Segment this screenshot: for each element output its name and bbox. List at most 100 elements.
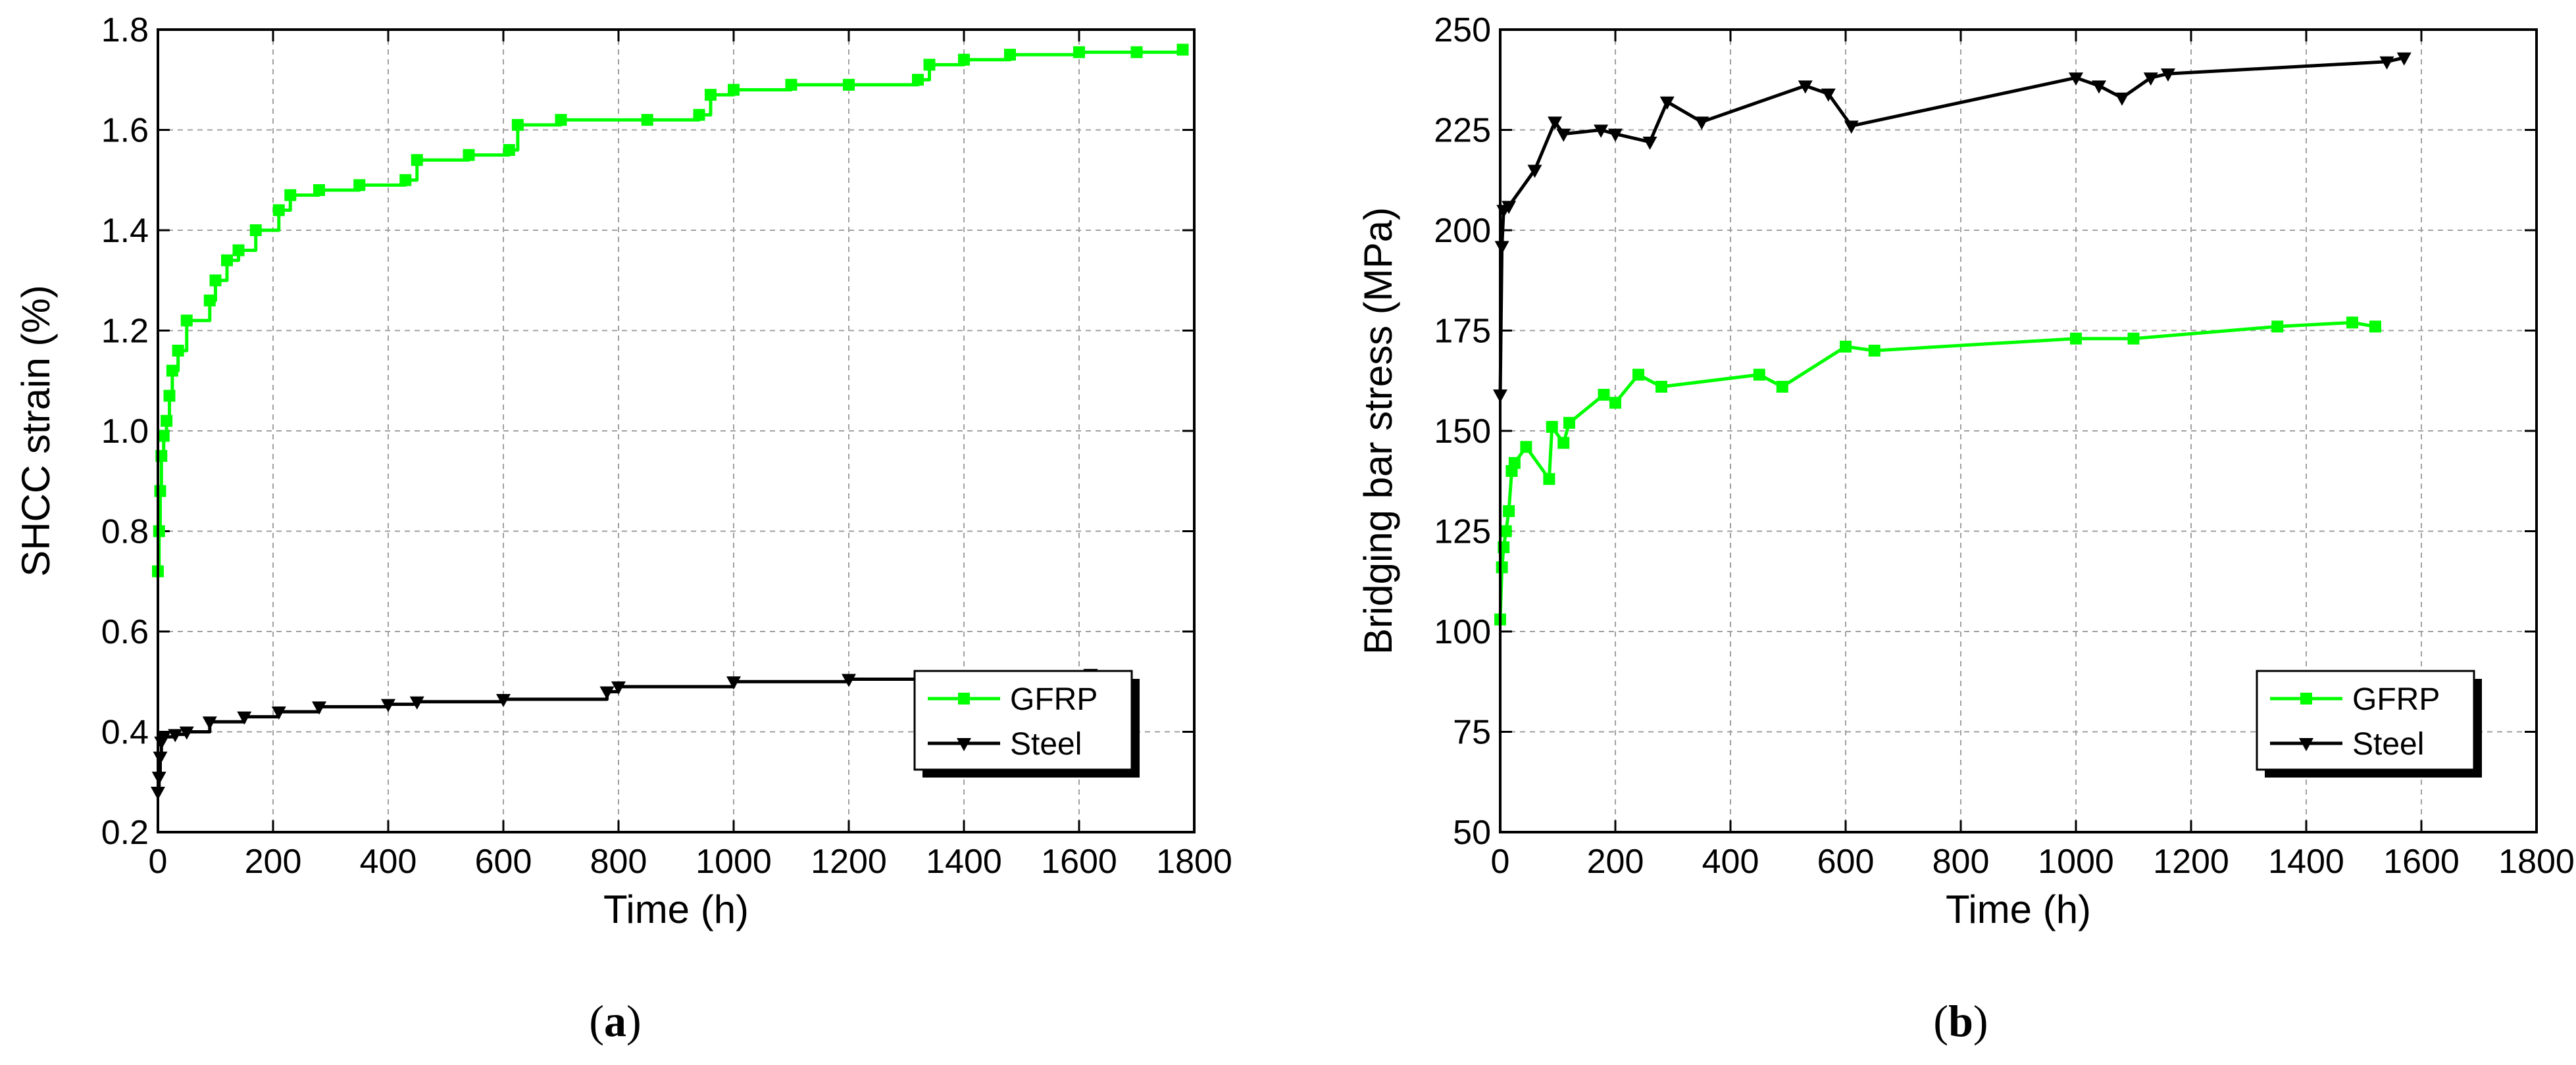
x-tick-label-3: 600 <box>475 843 532 881</box>
x-tick-label-0: 0 <box>1491 843 1510 881</box>
data-point-gfrp-12 <box>1598 389 1610 401</box>
y-tick-label-6: 200 <box>1434 212 1491 250</box>
y-tick-label-3: 0.8 <box>101 513 149 551</box>
y-tick-label-1: 0.4 <box>101 714 149 752</box>
x-tick-label-3: 600 <box>1817 843 1875 881</box>
data-point-gfrp-16 <box>284 189 297 201</box>
x-tick-label-5: 1000 <box>695 843 772 881</box>
data-point-gfrp-4 <box>157 430 170 442</box>
data-point-steel-16 <box>2092 80 2106 94</box>
y-tick-label-7: 225 <box>1434 112 1491 150</box>
x-tick-label-8: 1600 <box>2383 843 2460 881</box>
y-tick-label-0: 0.2 <box>101 814 149 852</box>
caption-b-open: ( <box>1933 996 1948 1046</box>
panel-a-chart: 0 200 400 600 800 1000 1200 1400 1600 1800 0.2 0.4 0… <box>14 11 1232 931</box>
data-point-gfrp-2 <box>154 485 166 497</box>
x-tick-label-5: 1000 <box>2038 843 2114 881</box>
y-tick-label-8: 250 <box>1434 11 1491 49</box>
y-tick-label-5: 1.2 <box>101 312 149 351</box>
data-point-steel-8 <box>1608 128 1623 142</box>
data-point-gfrp-28 <box>728 84 740 96</box>
x-axis-title: Time (h) <box>603 887 749 931</box>
data-point-gfrp-19 <box>1868 345 1881 357</box>
data-point-steel-21 <box>2396 52 2412 66</box>
y-tick-label-8: 1.8 <box>101 11 149 49</box>
data-point-gfrp-20 <box>411 154 423 166</box>
data-point-steel-8 <box>237 711 252 725</box>
legend-marker-steel <box>2299 738 2313 751</box>
plot-frame <box>157 28 1196 833</box>
x-tick-label-4: 800 <box>1932 843 1990 881</box>
data-point-gfrp-34 <box>1004 49 1016 61</box>
data-point-gfrp-12 <box>221 254 233 266</box>
data-point-gfrp-8 <box>172 345 184 357</box>
data-point-steel-15 <box>611 681 626 695</box>
data-point-steel-17 <box>842 674 856 687</box>
plot-frame <box>1499 28 2538 833</box>
data-point-gfrp-24 <box>2369 320 2381 333</box>
data-point-steel-14 <box>1844 120 1859 134</box>
data-point-steel-12 <box>1798 80 1813 94</box>
data-point-gfrp-29 <box>785 78 797 91</box>
caption-a-close: ) <box>626 996 642 1046</box>
data-point-gfrp-6 <box>1508 457 1521 469</box>
data-point-steel-9 <box>271 706 286 720</box>
data-point-steel-18 <box>2143 72 2158 86</box>
data-point-gfrp-14 <box>1632 368 1644 381</box>
data-point-gfrp-37 <box>1176 43 1189 56</box>
data-point-steel-10 <box>1659 96 1675 110</box>
y-tick-label-0: 50 <box>1453 814 1491 852</box>
data-point-gfrp-15 <box>1655 380 1667 393</box>
y-tick-label-1: 75 <box>1453 714 1491 752</box>
legend-label-gfrp: GFRP <box>1010 682 1098 717</box>
data-point-gfrp-27 <box>705 89 717 101</box>
data-point-gfrp-4 <box>1503 505 1515 517</box>
series-line-gfrp <box>1498 320 2376 620</box>
data-point-gfrp-20 <box>2070 332 2082 345</box>
data-point-steel-3 <box>1502 201 1517 214</box>
data-point-steel-17 <box>2115 92 2129 106</box>
data-point-gfrp-35 <box>1073 46 1085 59</box>
data-point-gfrp-17 <box>1776 380 1788 393</box>
data-point-gfrp-18 <box>1840 340 1852 353</box>
legend-label-steel: Steel <box>1010 727 1082 762</box>
caption-a-letter: a <box>604 996 626 1046</box>
data-point-steel-7 <box>202 716 217 730</box>
data-point-gfrp-9 <box>1546 420 1558 433</box>
legend-marker-gfrp <box>958 693 970 705</box>
y-axis-title: SHCC strain (%) <box>14 285 58 576</box>
data-point-gfrp-32 <box>923 59 936 71</box>
data-point-gfrp-15 <box>272 204 285 216</box>
legend-label-steel: Steel <box>2352 727 2424 762</box>
data-point-steel-4 <box>156 731 171 745</box>
data-point-gfrp-18 <box>353 179 366 191</box>
legend: GFRP Steel <box>2256 670 2482 778</box>
data-point-gfrp-23 <box>511 118 524 131</box>
data-point-steel-7 <box>1594 124 1609 138</box>
data-point-steel-10 <box>312 701 326 715</box>
x-tick-label-6: 1200 <box>811 843 887 881</box>
legend-marker-steel <box>957 738 971 751</box>
y-tick-label-7: 1.6 <box>101 112 149 150</box>
x-tick-label-0: 0 <box>149 843 168 881</box>
caption-b: (b) <box>1933 996 1988 1046</box>
data-point-gfrp-36 <box>1130 46 1143 59</box>
data-point-gfrp-7 <box>166 364 178 377</box>
data-point-steel-5 <box>168 729 183 743</box>
data-point-steel-6 <box>1556 128 1571 142</box>
caption-b-close: ) <box>1973 996 1988 1046</box>
data-point-gfrp-21 <box>2127 332 2140 345</box>
legend-box <box>913 670 1133 771</box>
panel-b-chart: 0 200 400 600 800 1000 1200 1400 1600 1800 50 75 100… <box>1356 11 2575 931</box>
data-point-gfrp-7 <box>1520 441 1532 453</box>
data-point-gfrp-23 <box>2346 316 2358 329</box>
x-tick-label-2: 400 <box>1702 843 1759 881</box>
data-point-gfrp-17 <box>313 184 325 196</box>
data-point-gfrp-13 <box>1609 397 1621 409</box>
data-point-steel-13 <box>496 693 511 707</box>
data-point-steel-1 <box>1494 241 1509 255</box>
x-tick-label-2: 400 <box>360 843 417 881</box>
data-point-gfrp-1 <box>1496 561 1508 574</box>
data-point-steel-15 <box>2069 72 2083 86</box>
data-point-steel-11 <box>1694 116 1709 130</box>
